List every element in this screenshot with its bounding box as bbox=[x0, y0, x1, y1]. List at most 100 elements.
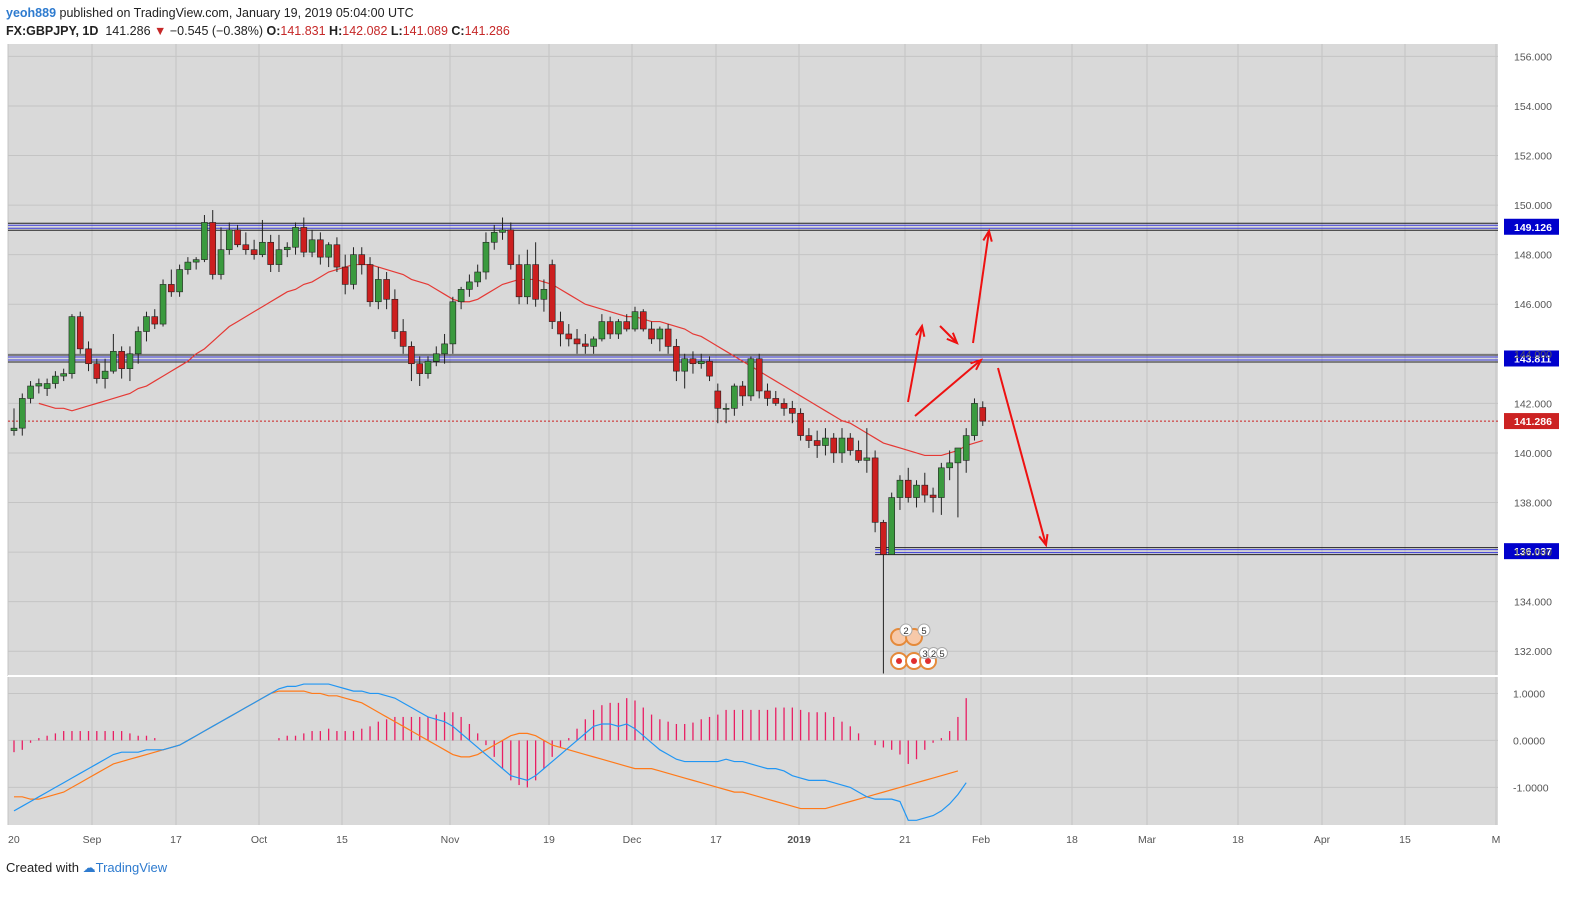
candle[interactable] bbox=[259, 219, 266, 258]
candle[interactable] bbox=[35, 378, 43, 394]
candle[interactable] bbox=[93, 358, 101, 384]
candle[interactable] bbox=[27, 381, 34, 404]
candle[interactable] bbox=[648, 321, 655, 344]
candle[interactable] bbox=[399, 319, 407, 354]
candle[interactable] bbox=[441, 333, 448, 364]
candle[interactable] bbox=[275, 234, 283, 273]
candle[interactable] bbox=[615, 319, 622, 339]
event-markers[interactable]: 2 53 2 5 bbox=[890, 623, 948, 670]
candle[interactable] bbox=[490, 224, 498, 250]
candle[interactable] bbox=[350, 247, 357, 290]
projection-arrow[interactable] bbox=[939, 325, 959, 345]
candle[interactable] bbox=[308, 229, 316, 258]
candle[interactable] bbox=[234, 224, 241, 248]
candle[interactable] bbox=[706, 356, 713, 382]
candle[interactable] bbox=[904, 467, 912, 503]
candle[interactable] bbox=[797, 408, 804, 441]
candle[interactable] bbox=[739, 381, 746, 406]
candle[interactable] bbox=[805, 428, 813, 448]
candle[interactable] bbox=[731, 383, 738, 416]
candle[interactable] bbox=[18, 393, 26, 436]
candle[interactable] bbox=[929, 487, 937, 513]
candle[interactable] bbox=[52, 371, 59, 389]
candle[interactable] bbox=[317, 232, 324, 265]
candle[interactable] bbox=[979, 401, 987, 426]
candle[interactable] bbox=[913, 480, 920, 508]
candle[interactable] bbox=[101, 358, 109, 389]
candle[interactable] bbox=[68, 314, 76, 379]
candle[interactable] bbox=[540, 279, 548, 312]
candle[interactable] bbox=[325, 242, 332, 268]
candle[interactable] bbox=[283, 242, 291, 258]
candle[interactable] bbox=[557, 311, 564, 347]
candle[interactable] bbox=[449, 296, 457, 354]
candle[interactable] bbox=[225, 222, 233, 255]
candle[interactable] bbox=[896, 475, 904, 510]
candle[interactable] bbox=[813, 430, 821, 458]
candle[interactable] bbox=[871, 450, 879, 533]
candle[interactable] bbox=[482, 232, 490, 280]
candle[interactable] bbox=[432, 346, 440, 367]
tradingview-logo-icon[interactable]: ☁ bbox=[82, 860, 96, 875]
candle[interactable] bbox=[143, 311, 150, 342]
candle[interactable] bbox=[151, 309, 159, 330]
candle[interactable] bbox=[631, 306, 639, 332]
candle[interactable] bbox=[192, 257, 200, 270]
candle[interactable] bbox=[507, 222, 515, 270]
candle[interactable] bbox=[110, 333, 117, 374]
candle[interactable] bbox=[424, 356, 432, 379]
projection-arrow[interactable] bbox=[997, 367, 1049, 548]
candle[interactable] bbox=[168, 269, 175, 297]
candle[interactable] bbox=[962, 428, 970, 473]
candle[interactable] bbox=[971, 398, 978, 441]
price-axis[interactable]: 156.000 154.000 152.000 150.000 148.000 146.0… bbox=[1514, 51, 1552, 658]
candle[interactable] bbox=[673, 338, 680, 382]
candle[interactable] bbox=[242, 232, 250, 255]
candle[interactable] bbox=[764, 383, 771, 406]
candle[interactable] bbox=[565, 324, 573, 347]
candle[interactable] bbox=[10, 408, 18, 436]
candle[interactable] bbox=[921, 472, 929, 503]
candle[interactable] bbox=[474, 264, 481, 287]
candle[interactable] bbox=[639, 309, 647, 332]
candle[interactable] bbox=[855, 440, 862, 463]
candle[interactable] bbox=[722, 403, 730, 424]
author-link[interactable]: yeoh889 bbox=[6, 6, 57, 20]
candle[interactable] bbox=[333, 237, 341, 273]
tradingview-brand[interactable]: TradingView bbox=[95, 860, 168, 875]
candle[interactable] bbox=[755, 353, 763, 399]
candle[interactable] bbox=[217, 227, 225, 280]
candle[interactable] bbox=[300, 217, 308, 258]
projection-arrows[interactable] bbox=[907, 228, 1049, 548]
candle[interactable] bbox=[375, 267, 382, 310]
candlesticks[interactable] bbox=[10, 210, 987, 674]
projection-arrow[interactable] bbox=[972, 228, 993, 344]
projection-arrow[interactable] bbox=[907, 323, 926, 403]
candle[interactable] bbox=[590, 336, 597, 354]
candle[interactable] bbox=[697, 353, 705, 369]
candle[interactable] bbox=[118, 346, 125, 379]
candle[interactable] bbox=[954, 447, 962, 518]
candle[interactable] bbox=[408, 341, 415, 382]
candle[interactable] bbox=[938, 462, 945, 515]
candle[interactable] bbox=[830, 433, 838, 463]
candle[interactable] bbox=[43, 378, 51, 396]
candle[interactable] bbox=[60, 368, 67, 382]
candle[interactable] bbox=[863, 428, 871, 473]
candle[interactable] bbox=[159, 279, 167, 327]
candle[interactable] bbox=[176, 264, 183, 297]
candle[interactable] bbox=[134, 326, 142, 364]
candle[interactable] bbox=[532, 242, 539, 307]
candle[interactable] bbox=[466, 274, 473, 297]
candle[interactable] bbox=[573, 329, 581, 354]
candle[interactable] bbox=[664, 324, 672, 354]
event-count-badge[interactable] bbox=[899, 623, 913, 637]
candle[interactable] bbox=[822, 428, 829, 456]
candle[interactable] bbox=[772, 390, 780, 406]
candle[interactable] bbox=[292, 222, 299, 255]
event-count-badge[interactable] bbox=[936, 647, 948, 659]
candle[interactable] bbox=[515, 254, 523, 305]
candle[interactable] bbox=[946, 450, 953, 481]
candle[interactable] bbox=[598, 314, 606, 342]
